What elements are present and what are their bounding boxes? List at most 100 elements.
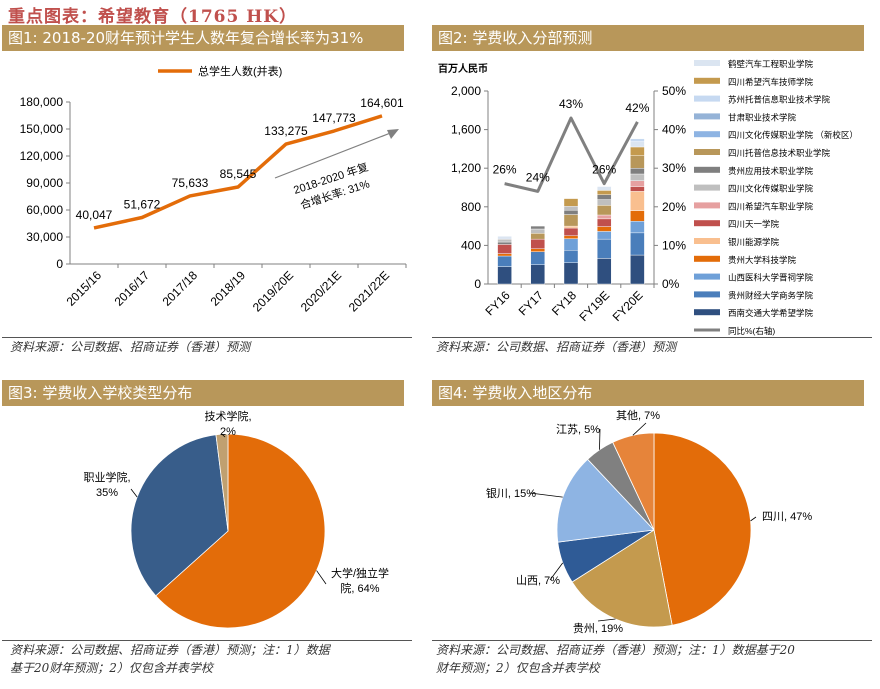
legend-swatch (694, 309, 720, 316)
bar-segment (596, 238, 612, 259)
bar-segment (596, 186, 612, 191)
y-tick-label: 1,200 (451, 161, 481, 175)
chart4-source-line2: 财年预测；2）仅包含并表学校 (436, 661, 600, 675)
pie-data-label: 江苏, 5% (556, 423, 600, 436)
bar-segment (563, 209, 579, 215)
y-tick-label: 0 (474, 277, 481, 291)
bar-segment (497, 236, 512, 240)
y-tick-label: 60,000 (26, 203, 63, 217)
pie-slice (130, 434, 229, 597)
legend-swatch (694, 184, 720, 191)
data-label: 164,601 (360, 96, 404, 110)
bar-segment (630, 254, 645, 285)
yoy-line (504, 116, 639, 193)
legend-swatch (694, 149, 720, 155)
legend-label: 贵州应用技术职业学院 (728, 166, 814, 176)
x-tick-label: FY18 (549, 288, 579, 318)
bar-segment (530, 248, 546, 252)
legend-swatch (694, 131, 720, 138)
bar-segment (497, 241, 512, 245)
bar-segment (530, 225, 546, 230)
pie-data-label: 银川, 15% (486, 486, 536, 500)
bar-segment (563, 238, 579, 251)
bar-segment (563, 227, 579, 236)
x-tick-label: 2018/19 (208, 268, 249, 309)
bar-segment (596, 205, 612, 216)
legend-swatch (694, 202, 720, 209)
data-label: 40,047 (76, 208, 113, 222)
bar-segment (596, 218, 612, 227)
bar-segment (563, 235, 579, 239)
chart1-header: 图1: 2018-20财年预计学生人数年复合增长率为31% (2, 25, 404, 51)
bar-segment (497, 238, 512, 243)
bar-segment (530, 251, 546, 265)
pie-slice (571, 529, 673, 628)
data-label: 75,633 (172, 176, 209, 190)
y-tick-label: 180,000 (20, 95, 64, 109)
bar-segment (563, 250, 579, 263)
pie-data-label: 技术学院, (204, 409, 251, 423)
bar-segment (596, 194, 612, 200)
page-title: 重点图表：希望教育（1765 HK） (8, 7, 298, 27)
yoy-data-label: 42% (625, 101, 649, 115)
y-tick-label: 90,000 (26, 176, 63, 190)
bar-segment (530, 238, 546, 249)
chart1-source: 资料来源：公司数据、招商证券（香港）预测 (10, 340, 251, 354)
yoy-data-label: 24% (526, 170, 550, 184)
legend-swatch (694, 291, 720, 298)
legend-label: 四川希望汽车技师学院 (728, 77, 814, 87)
pie-leader-line (529, 492, 563, 498)
y2-tick-label: 0% (662, 277, 680, 291)
x-tick-label: 2017/18 (160, 268, 201, 309)
pie-leader-line (549, 562, 564, 581)
bar-segment (596, 190, 612, 195)
yoy-data-label: 26% (592, 163, 616, 177)
legend-label: 西南交通大学希望学院 (728, 308, 814, 318)
pie-data-label: 山西, 7% (516, 574, 560, 587)
y-tick-label: 400 (461, 238, 481, 252)
bar-segment (630, 186, 645, 192)
pie-slice (215, 433, 229, 532)
legend-swatch (694, 95, 720, 102)
legend-label: 鹤壁汽车工程职业学院 (728, 59, 814, 69)
pie-leader-line (632, 422, 647, 436)
y2-tick-label: 40% (662, 123, 686, 137)
chart2-source: 资料来源：公司数据、招商证券（香港）预测 (436, 340, 677, 354)
y-tick-label: 120,000 (20, 149, 64, 163)
yoy-data-label: 43% (559, 97, 583, 111)
chart3-header: 图3: 学费收入学校类型分布 (2, 380, 404, 406)
y2-tick-label: 50% (662, 84, 686, 98)
legend-label: 四川文化传媒职业学院 （新校区） (728, 130, 858, 140)
cagr-arrow-head (387, 129, 399, 139)
pie-data-label: 2% (220, 426, 236, 438)
chart3-source-line2: 基于20财年预测；2）仅包含并表学校 (10, 661, 213, 675)
chart4-header: 图4: 学费收入地区分布 (432, 380, 864, 406)
bar-segment (530, 264, 546, 285)
bar-segment (497, 253, 512, 257)
y2-tick-label: 20% (662, 200, 686, 214)
legend-swatch (694, 166, 720, 173)
legend-label: 四川天一学院 (728, 219, 780, 229)
student-count-line-chart: 0 30,000 60,000 90,000 120,000 150,000 180,000… (20, 64, 407, 314)
x-tick-label: FY17 (516, 288, 546, 318)
y-tick-label: 1,600 (451, 123, 481, 137)
legend-label-yoy: 同比%(右轴) (728, 326, 775, 336)
x-tick-label: 2015/16 (64, 268, 105, 309)
legend-swatch (694, 238, 720, 244)
legend-label: 银川能源学院 (728, 237, 780, 247)
bar-segment (530, 228, 546, 234)
legend-label: 四川托普信息技术职业学院 (728, 148, 831, 158)
series-line-students (93, 114, 383, 230)
bar-segment (497, 244, 512, 254)
chart2-source-rule (432, 337, 872, 338)
y-tick-label: 150,000 (20, 122, 64, 136)
chart1-source-rule (2, 337, 412, 338)
pie-leader-line (221, 433, 226, 438)
yoy-data-label: 26% (493, 163, 517, 177)
tuition-revenue-stacked-bar-chart: 百万人民币 0 400 800 1,200 1,600 2,000 0% 10% 20% 30% 40… (438, 59, 858, 336)
bar-segment (596, 199, 612, 206)
bar-segment (563, 262, 579, 285)
pie-leader-line (750, 516, 757, 522)
bar-segment (596, 258, 612, 285)
